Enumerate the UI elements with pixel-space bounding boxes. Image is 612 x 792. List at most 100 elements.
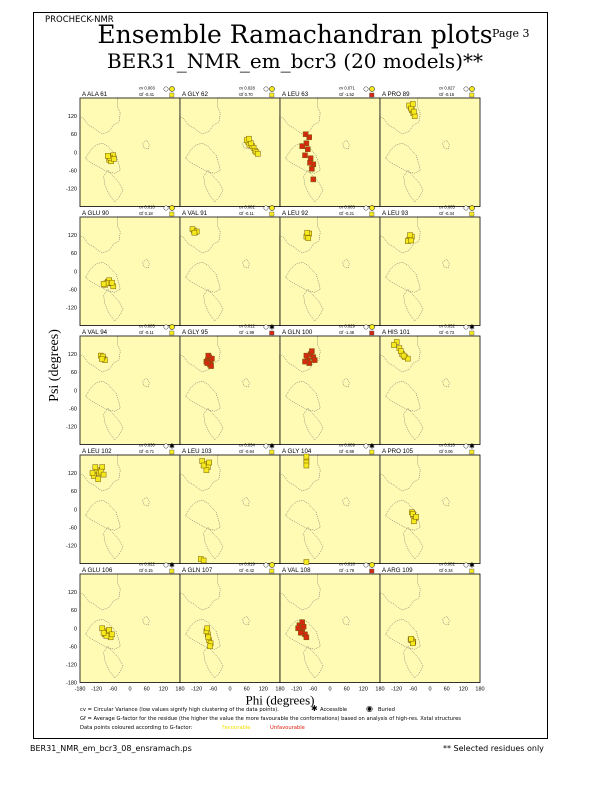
allowed-region-outline xyxy=(85,499,121,531)
residue-label: A LEU 103 xyxy=(182,448,212,455)
data-point xyxy=(407,232,413,238)
allowed-region-outline xyxy=(442,258,450,269)
allowed-region-outline xyxy=(385,499,421,531)
cv-indicator-icon xyxy=(263,324,269,330)
accessible-icon: ✱ xyxy=(269,324,275,332)
x-tick-label: 0 xyxy=(328,687,331,693)
panel-background xyxy=(279,216,381,326)
buried-icon xyxy=(269,86,275,92)
panel-background xyxy=(179,335,281,445)
buried-icon xyxy=(169,86,175,92)
allowed-region-outline xyxy=(342,139,350,150)
allowed-region-outline xyxy=(185,618,221,650)
x-axis-title: Phi (degrees) xyxy=(246,693,315,708)
data-point xyxy=(411,108,417,115)
data-point xyxy=(391,342,397,348)
buried-icon xyxy=(269,562,275,568)
gf-swatch xyxy=(369,92,375,98)
panel xyxy=(79,97,181,207)
allowed-region-outline xyxy=(279,97,321,135)
residue-label: A LEU 92 xyxy=(282,210,309,217)
residue-label: A GLY 95 xyxy=(182,329,208,336)
x-tick-label: -120 xyxy=(391,687,402,693)
data-point xyxy=(109,631,115,638)
data-point xyxy=(105,153,111,159)
y-tick-label: 120 xyxy=(68,114,77,120)
cv-value: cv 0.018 xyxy=(339,562,356,567)
cv-indicator-icon xyxy=(463,324,469,330)
allowed-region-outline xyxy=(379,216,421,254)
x-tick-label: -120 xyxy=(291,687,302,693)
cv-indicator-icon xyxy=(263,205,269,211)
accessible-icon: ✱ xyxy=(469,324,475,332)
gf-value: Gf 0.15 xyxy=(139,568,153,573)
allowed-region-outline xyxy=(442,496,450,507)
buried-icon xyxy=(369,205,375,211)
cv-value: cv 0.019 xyxy=(239,562,256,567)
allowed-region-outline xyxy=(242,496,250,507)
y-tick-label: -120 xyxy=(66,424,77,430)
cv-value: cv 0.002 xyxy=(239,205,256,210)
panel-background xyxy=(79,97,181,207)
panel-background xyxy=(379,573,481,683)
allowed-region-outline xyxy=(303,288,324,322)
residue-label: A VAL 91 xyxy=(182,210,208,217)
cv-value: cv 0.002 xyxy=(439,562,456,567)
allowed-region-outline xyxy=(103,169,124,203)
panel xyxy=(379,216,481,326)
buried-icon xyxy=(369,562,375,568)
x-tick-label: 60 xyxy=(444,687,450,693)
data-point xyxy=(191,229,198,236)
x-tick-label: 180 xyxy=(275,687,284,693)
gf-swatch xyxy=(469,330,475,336)
panel-background xyxy=(79,335,181,445)
data-point xyxy=(310,176,317,183)
allowed-region-outline xyxy=(279,335,321,373)
gf-value: Gf -1.52 xyxy=(339,92,355,97)
gf-swatch xyxy=(169,92,175,98)
residue-label: A VAL 108 xyxy=(282,567,311,574)
cv-indicator-icon xyxy=(163,443,169,449)
allowed-region-outline xyxy=(85,261,121,293)
residue-label: A GLU 106 xyxy=(82,567,113,574)
y-tick-label: 120 xyxy=(68,352,77,358)
legend-unfavourable: Unfavourable xyxy=(270,725,305,731)
gf-value: Gf -0.34 xyxy=(439,211,455,216)
data-point xyxy=(303,634,310,641)
x-tick-label: -120 xyxy=(191,687,202,693)
data-point xyxy=(205,352,212,359)
accessible-icon: ✱ xyxy=(469,443,475,451)
allowed-region-outline xyxy=(242,377,250,388)
data-point xyxy=(207,643,213,650)
gf-value: Gf -0.42 xyxy=(239,568,255,573)
allowed-region-outline xyxy=(242,258,250,269)
panel xyxy=(279,573,381,683)
data-point xyxy=(98,356,105,362)
allowed-region-outline xyxy=(285,618,321,650)
cv-indicator-icon xyxy=(463,443,469,449)
cv-indicator-icon xyxy=(263,86,269,92)
panel-background xyxy=(179,97,281,207)
allowed-region-outline xyxy=(303,169,324,203)
cv-value: cv 0.003 xyxy=(339,205,356,210)
data-point xyxy=(246,135,252,142)
y-tick-label: 60 xyxy=(71,608,77,614)
allowed-region-outline xyxy=(285,380,321,412)
residue-label: A LEU 63 xyxy=(282,91,309,98)
data-point xyxy=(405,355,411,362)
data-point xyxy=(303,453,310,460)
data-point xyxy=(89,470,96,476)
x-tick-label: 0 xyxy=(428,687,431,693)
data-point xyxy=(408,636,414,642)
buried-icon xyxy=(169,324,175,330)
gf-swatch xyxy=(469,211,475,217)
data-point xyxy=(311,357,318,363)
allowed-region-outline xyxy=(85,380,121,412)
legend-gf-text: Gf = Average G-factor for the residue (t… xyxy=(80,716,461,722)
panel-background xyxy=(179,573,281,683)
allowed-region-outline xyxy=(179,216,221,254)
allowed-region-outline xyxy=(103,288,124,322)
cv-value: cv 0.005 xyxy=(139,324,156,329)
panel xyxy=(179,454,281,564)
cv-value: cv 0.034 xyxy=(239,443,256,448)
